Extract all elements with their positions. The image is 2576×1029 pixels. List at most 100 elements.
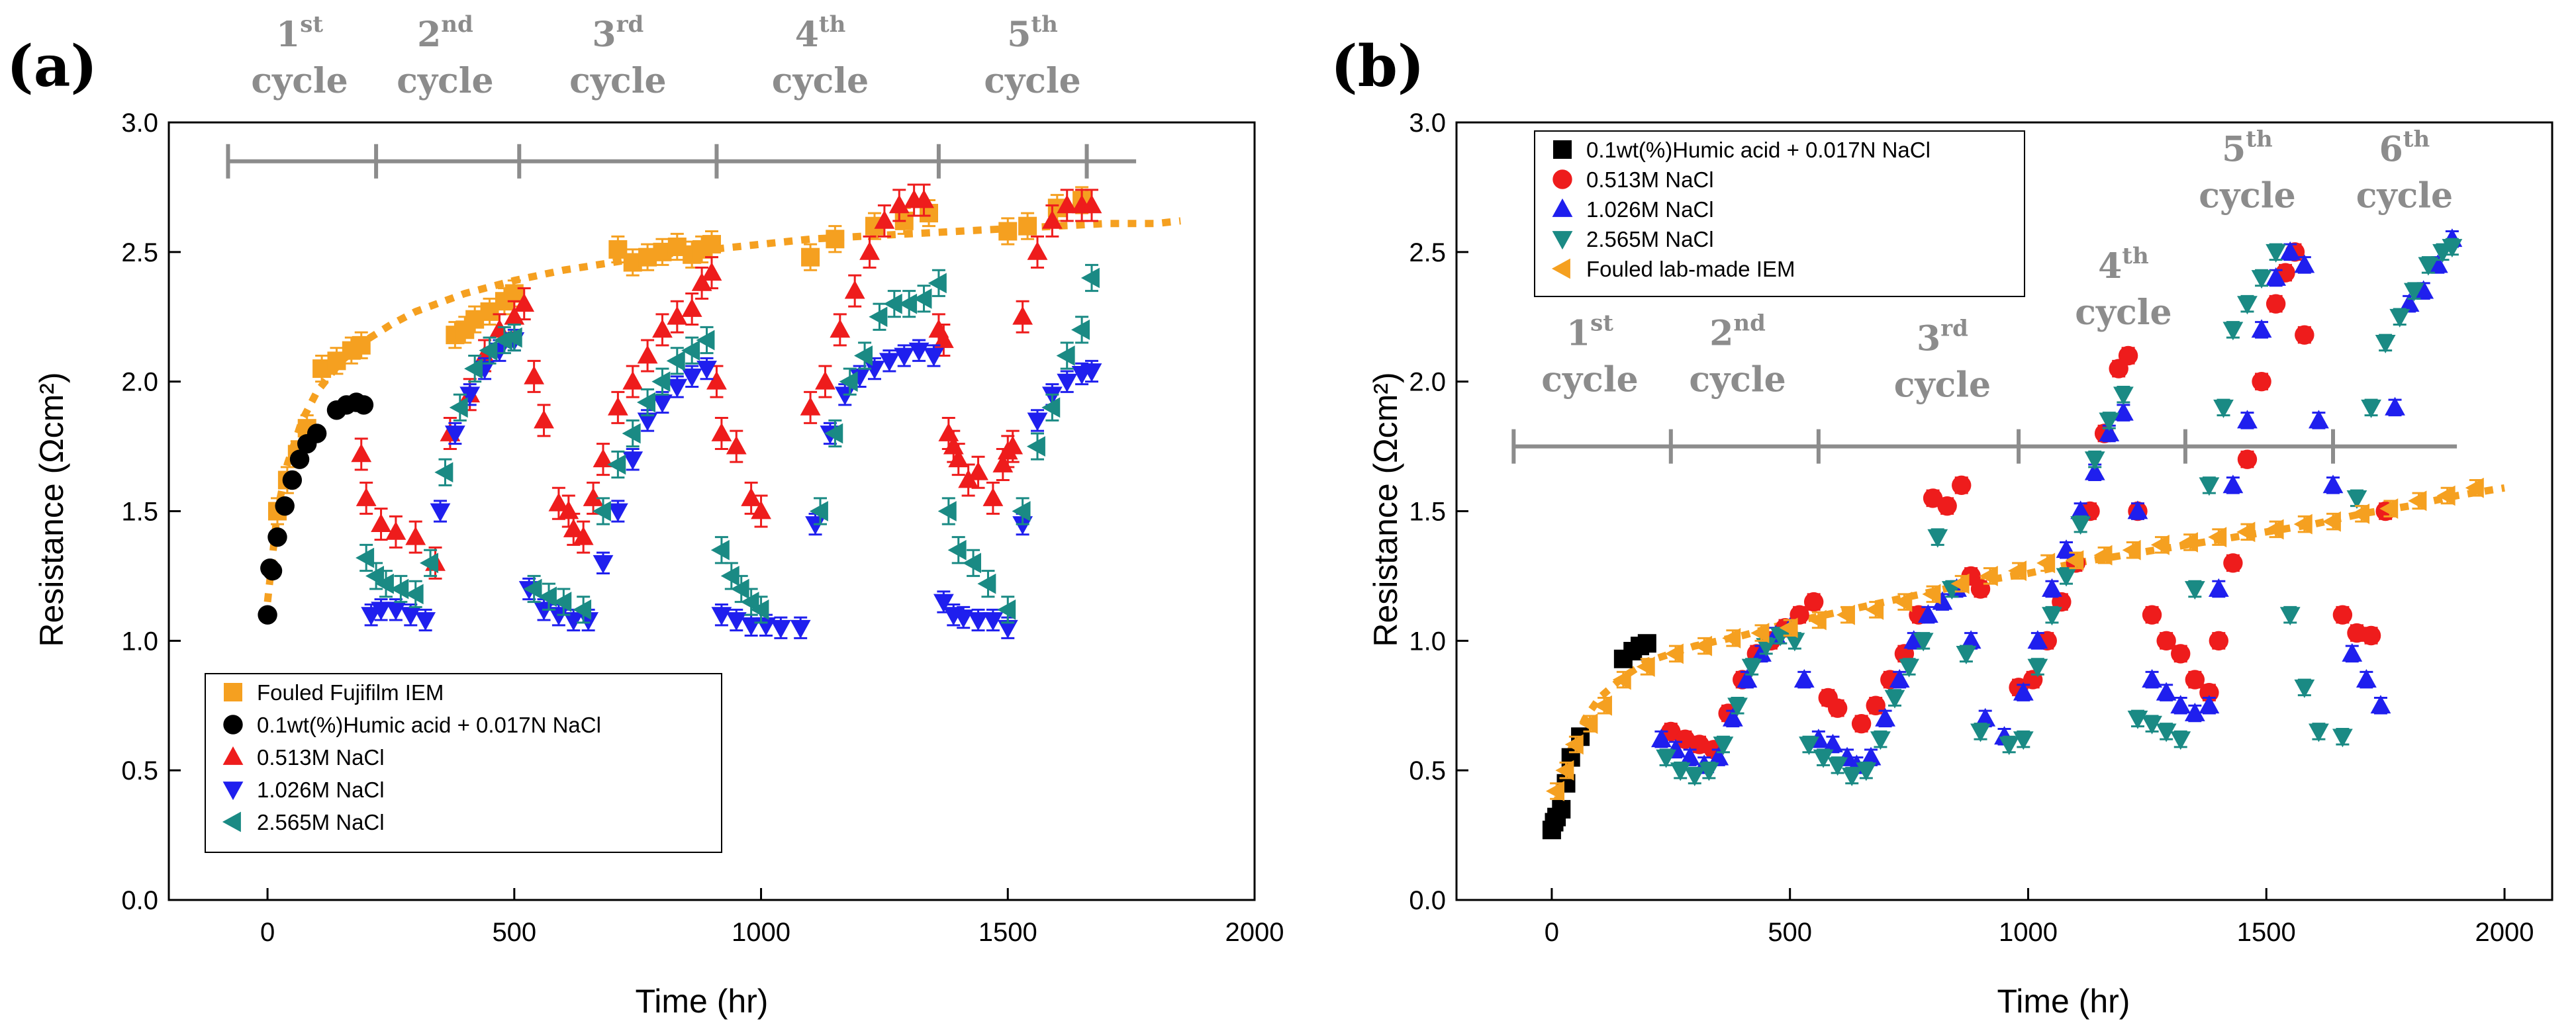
x-tick-label: 1500 bbox=[978, 918, 1037, 947]
data-point bbox=[1823, 733, 1843, 752]
data-point bbox=[937, 501, 957, 521]
data-point bbox=[2322, 511, 2341, 532]
data-point bbox=[997, 619, 1018, 639]
data-point bbox=[2150, 535, 2170, 555]
data-point bbox=[2213, 399, 2234, 418]
data-point bbox=[2346, 490, 2367, 510]
data-point bbox=[444, 425, 465, 445]
data-point bbox=[1080, 267, 1100, 289]
x-tick-label: 1000 bbox=[1999, 918, 2058, 947]
data-point bbox=[622, 371, 644, 390]
data-point bbox=[853, 345, 873, 366]
data-point bbox=[2113, 386, 2134, 406]
data-point bbox=[2056, 568, 2077, 587]
data-point bbox=[702, 235, 721, 254]
cycle-label-3-word: cycle bbox=[569, 61, 666, 101]
data-point bbox=[1564, 734, 1584, 755]
data-point bbox=[2142, 715, 2162, 735]
data-point bbox=[2418, 257, 2439, 276]
data-point bbox=[1851, 713, 1872, 734]
data-point bbox=[681, 298, 702, 317]
legend-label-0-513m-nacl: 0.513M NaCl bbox=[1586, 167, 1714, 192]
data-point bbox=[548, 492, 569, 512]
legend-marker-0-513m-nacl bbox=[1552, 169, 1572, 189]
data-point bbox=[710, 539, 730, 560]
data-point bbox=[2027, 630, 2048, 649]
data-point bbox=[711, 607, 732, 626]
data-point bbox=[2199, 695, 2220, 714]
axes-b: 0 500 1000 1500 2000 0.0 0.5 1.0 1.5 2.0 2.5 3.0 bbox=[1409, 109, 2553, 947]
data-point bbox=[400, 607, 421, 626]
data-point bbox=[1950, 573, 1970, 594]
cycle-label-1-word: cycle bbox=[251, 61, 348, 101]
data-point bbox=[2171, 644, 2191, 664]
data-point bbox=[1870, 731, 1891, 750]
data-point bbox=[2099, 422, 2120, 441]
data-point bbox=[2185, 670, 2205, 690]
data-point bbox=[2251, 319, 2272, 338]
y-tick-label: 0.5 bbox=[121, 756, 158, 785]
data-point bbox=[1884, 690, 1905, 709]
legend-marker-0-1wt-humic-acid-0-017n-nacl bbox=[1553, 140, 1572, 159]
data-point bbox=[2236, 521, 2256, 543]
data-point bbox=[1081, 363, 1102, 382]
series-fouled-lab-made-iem bbox=[1546, 477, 2484, 801]
data-point bbox=[958, 469, 979, 488]
data-point bbox=[2127, 710, 2148, 729]
y-tick-label: 0.5 bbox=[1409, 756, 1446, 785]
data-point bbox=[977, 573, 996, 594]
data-point bbox=[879, 353, 900, 372]
data-point bbox=[356, 547, 375, 568]
data-point bbox=[696, 330, 715, 351]
data-point bbox=[834, 386, 855, 406]
data-point bbox=[2113, 402, 2134, 421]
data-point bbox=[534, 410, 554, 429]
data-point bbox=[2223, 553, 2243, 573]
data-point bbox=[666, 350, 685, 371]
data-point bbox=[459, 386, 481, 406]
data-point bbox=[479, 340, 498, 361]
data-point bbox=[593, 555, 614, 574]
data-point bbox=[1999, 737, 2020, 756]
data-point bbox=[750, 599, 769, 620]
data-point bbox=[1612, 669, 1631, 690]
data-point bbox=[2375, 335, 2396, 354]
data-point bbox=[365, 566, 384, 586]
data-point bbox=[1664, 643, 1684, 664]
legend-marker-1-026m-nacl bbox=[1552, 198, 1573, 217]
data-point bbox=[1793, 668, 1815, 688]
legend-marker-2-565m-nacl bbox=[1552, 231, 1573, 250]
data-point bbox=[898, 293, 918, 314]
data-point bbox=[770, 619, 791, 639]
data-point bbox=[933, 329, 954, 348]
data-point bbox=[1836, 604, 1855, 625]
data-point bbox=[1026, 436, 1045, 457]
data-point bbox=[351, 443, 372, 463]
cycle-label-2-ordinal: 2nd bbox=[417, 11, 473, 55]
legend-marker-fouled-lab-made-iem bbox=[1551, 258, 1570, 279]
data-point bbox=[2142, 668, 2162, 688]
data-point bbox=[741, 487, 762, 506]
series-1-026m-nacl bbox=[361, 328, 1102, 639]
x-tick-label: 500 bbox=[1768, 918, 1812, 947]
data-point bbox=[1979, 566, 1998, 586]
data-point bbox=[538, 586, 557, 607]
data-point bbox=[2309, 723, 2329, 742]
data-point bbox=[1923, 488, 1943, 508]
data-point bbox=[913, 288, 932, 309]
data-point bbox=[1784, 633, 1805, 652]
data-point bbox=[2403, 283, 2424, 302]
data-point bbox=[2279, 607, 2301, 626]
data-point bbox=[514, 293, 535, 312]
data-point bbox=[434, 462, 453, 483]
data-point bbox=[375, 573, 394, 594]
cycle-bar-b: 1st cycle 2nd cycle 3rd cycle 4th cycle 5th cycle… bbox=[1511, 126, 2457, 464]
data-point bbox=[826, 230, 845, 249]
cycle-label-3-ordinal: 3rd bbox=[592, 11, 644, 55]
data-point bbox=[790, 619, 811, 639]
data-point bbox=[1750, 623, 1770, 643]
data-point bbox=[1680, 746, 1700, 766]
x-tick-label: 2000 bbox=[2475, 918, 2534, 947]
data-point bbox=[2427, 254, 2448, 273]
